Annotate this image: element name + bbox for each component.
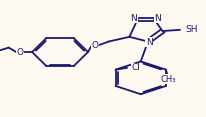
Text: N: N: [145, 38, 152, 47]
Text: O: O: [16, 48, 23, 57]
Text: O: O: [91, 41, 98, 50]
Text: Cl: Cl: [131, 63, 140, 72]
Text: N: N: [130, 14, 137, 23]
Text: CH₃: CH₃: [159, 75, 175, 84]
Text: SH: SH: [184, 25, 197, 34]
Text: N: N: [154, 14, 160, 23]
